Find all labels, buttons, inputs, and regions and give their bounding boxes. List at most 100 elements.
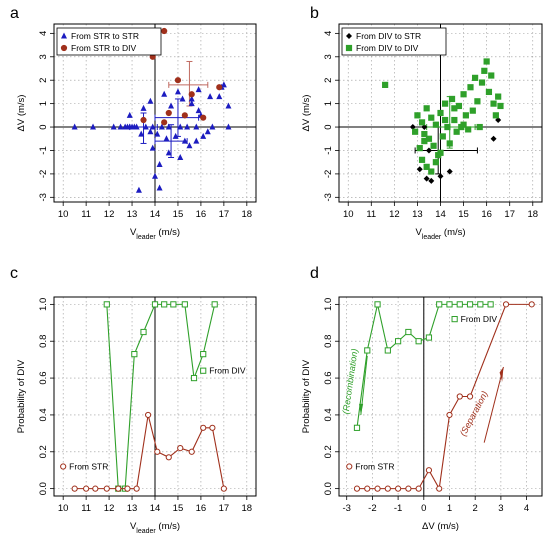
series-label-marker xyxy=(200,367,207,374)
data-point-triangle xyxy=(154,130,161,137)
legend-label: From DIV to STR xyxy=(356,31,421,41)
x-tick-label: 16 xyxy=(196,209,207,220)
data-point-square xyxy=(483,58,490,65)
data-point-triangle xyxy=(181,137,188,144)
x-tick-label: 18 xyxy=(242,209,253,220)
data-point-square xyxy=(460,121,467,128)
x-tick-label: 4 xyxy=(524,503,529,514)
data-point-circle xyxy=(83,485,90,492)
data-point-square xyxy=(490,100,497,107)
data-point-circle xyxy=(188,91,195,98)
x-axis-label: ΔV (m/s) xyxy=(422,521,459,532)
y-tick-label: 4 xyxy=(323,31,334,36)
x-tick-label: -3 xyxy=(342,503,350,514)
data-point-triangle xyxy=(188,100,195,107)
data-point-triangle xyxy=(149,123,156,130)
data-point-triangle xyxy=(168,102,175,109)
data-point-circle xyxy=(154,448,161,455)
data-point-circle xyxy=(405,485,412,492)
x-tick-label: 14 xyxy=(435,209,446,220)
legend-box xyxy=(341,27,447,56)
legend-marker xyxy=(346,33,352,39)
data-point-square xyxy=(353,424,361,431)
x-tick-label: 15 xyxy=(458,209,469,220)
legend-marker xyxy=(345,44,353,52)
data-point-square xyxy=(131,351,138,358)
y-tick-label: 0.8 xyxy=(38,335,49,348)
y-tick-label: 0.6 xyxy=(38,371,49,384)
data-point-triangle xyxy=(133,123,140,130)
data-point-diamond xyxy=(428,177,435,184)
data-point-triangle xyxy=(110,123,117,130)
data-point-triangle xyxy=(152,172,158,179)
annotation-arrowhead xyxy=(359,403,364,415)
data-point-diamond xyxy=(490,135,497,142)
panel-c: c 10 11 12 13 14 15 16 17 18 0.0 0.2 0.4 0.6 0.8 1.0 Vle… xyxy=(10,265,257,535)
data-point-circle xyxy=(165,454,172,461)
series-label: From STR xyxy=(355,462,394,472)
data-point-triangle xyxy=(158,123,165,130)
data-point-square xyxy=(428,114,435,121)
data-point-square xyxy=(436,301,443,308)
annotation-arrowhead xyxy=(499,367,504,382)
legend-marker xyxy=(61,32,67,39)
x-tick-label: 10 xyxy=(58,503,69,514)
legend-label: From DIV to DIV xyxy=(356,43,419,53)
y-tick-label: 3 xyxy=(323,54,334,59)
data-point-square xyxy=(485,88,493,96)
data-point-triangle xyxy=(163,135,170,142)
data-point-triangle xyxy=(71,123,78,130)
y-tick-label: 0.4 xyxy=(323,408,334,421)
x-tick-label: 12 xyxy=(389,209,400,220)
data-point-square xyxy=(425,334,433,341)
data-point-circle xyxy=(181,112,188,119)
data-point-square xyxy=(451,116,458,124)
y-tick-label: 0.6 xyxy=(323,371,334,384)
x-tick-label: 11 xyxy=(81,209,91,220)
data-point-circle xyxy=(161,27,168,35)
data-point-triangle xyxy=(179,95,186,102)
data-point-square xyxy=(467,84,474,91)
data-point-circle xyxy=(200,114,207,121)
data-point-square xyxy=(190,374,198,382)
data-point-triangle xyxy=(149,144,156,151)
data-point-square xyxy=(442,116,449,124)
data-point-circle xyxy=(446,411,453,419)
series-label: From DIV xyxy=(461,314,498,324)
data-point-square xyxy=(442,100,449,107)
data-point-square xyxy=(432,121,439,128)
x-axis-label: Vleader (m/s) xyxy=(415,227,465,241)
data-point-square xyxy=(495,93,502,100)
x-tick-label: 13 xyxy=(127,503,138,514)
data-point-square xyxy=(421,138,428,145)
data-point-triangle xyxy=(177,123,184,130)
data-point-square xyxy=(414,112,421,119)
data-point-diamond xyxy=(446,168,453,175)
data-point-square xyxy=(428,168,435,175)
x-tick-label: -2 xyxy=(368,503,376,514)
data-point-triangle xyxy=(225,123,232,130)
data-point-square xyxy=(421,130,428,138)
data-point-square xyxy=(474,98,481,105)
y-tick-label: -3 xyxy=(323,193,334,201)
data-point-circle xyxy=(364,485,371,492)
data-point-circle xyxy=(528,301,535,308)
data-point-square xyxy=(415,338,422,345)
data-point-circle xyxy=(502,301,510,308)
data-point-circle xyxy=(71,485,78,492)
data-point-triangle xyxy=(156,161,163,168)
x-tick-label: 18 xyxy=(527,209,538,220)
data-point-circle xyxy=(188,448,195,455)
data-point-square xyxy=(423,163,430,170)
data-point-triangle xyxy=(188,95,195,102)
data-point-triangle xyxy=(90,123,97,130)
data-point-circle xyxy=(466,393,474,400)
data-point-diamond xyxy=(437,173,444,180)
data-point-square xyxy=(451,105,458,112)
data-point-triangle xyxy=(193,137,200,144)
data-point-square xyxy=(478,79,486,86)
data-point-square xyxy=(211,301,218,308)
y-tick-label: 3 xyxy=(38,54,49,59)
